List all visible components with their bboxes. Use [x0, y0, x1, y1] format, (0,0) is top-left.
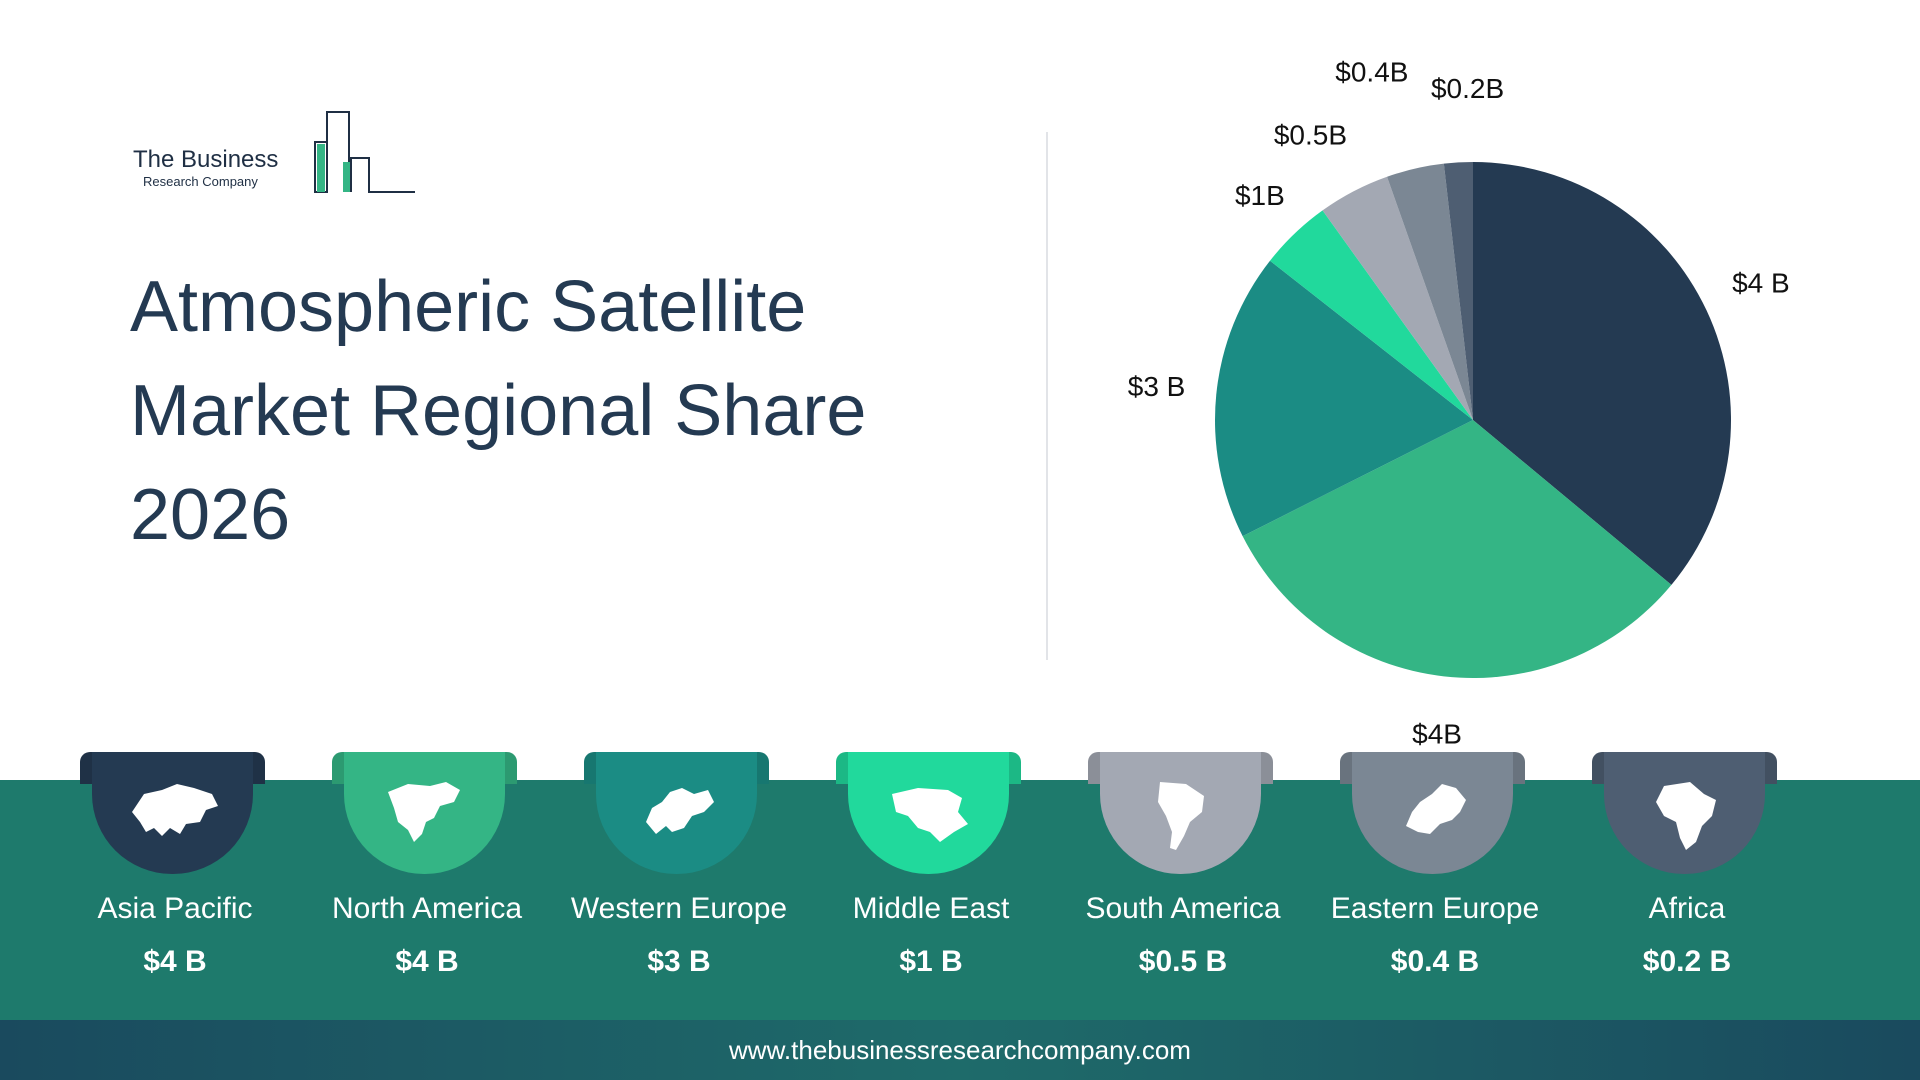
- region-card: North America $4 B: [307, 752, 547, 1002]
- region-value: $0.4 B: [1390, 945, 1480, 978]
- title-line-3: 2026: [130, 475, 291, 555]
- logo-text-line2: Research Company: [143, 174, 258, 189]
- middle-east-map-icon: [892, 788, 968, 842]
- region-value: $4 B: [395, 945, 459, 978]
- region-card: Western Europe $3 B: [559, 752, 799, 1002]
- pie-slice-label: $4B: [1412, 718, 1462, 749]
- pie-slice-label: $4 B: [1732, 267, 1790, 298]
- region-card: Middle East $1 B: [811, 752, 1051, 1002]
- region-value: $4 B: [143, 945, 207, 978]
- region-value: $0.5 B: [1138, 945, 1228, 978]
- pie-slice: [1473, 162, 1731, 585]
- region-value: $1 B: [899, 945, 963, 978]
- region-value: $0.2 B: [1642, 945, 1732, 978]
- africa-map-icon: [1656, 782, 1716, 850]
- page-title: Atmospheric Satellite Market Regional Sh…: [130, 255, 950, 567]
- region-card: Eastern Europe $0.4 B: [1315, 752, 1555, 1002]
- western-europe-map-icon: [646, 788, 714, 834]
- pie-slice: [1443, 162, 1473, 420]
- pie-slice: [1269, 210, 1473, 420]
- logo-text-line1: The Business: [133, 146, 279, 173]
- region-name: Africa: [1648, 892, 1726, 925]
- title-line-1: Atmospheric Satellite: [130, 267, 807, 347]
- pie-slice-label: $1B: [1235, 180, 1285, 211]
- pie-slice: [1387, 163, 1473, 420]
- north-america-map-icon: [388, 782, 460, 842]
- pie-slice: [1215, 260, 1473, 537]
- company-logo: The Business Research Company: [133, 108, 423, 198]
- title-line-2: Market Regional Share: [130, 371, 867, 451]
- region-name: Eastern Europe: [1330, 892, 1540, 925]
- region-name: Asia Pacific: [97, 892, 253, 925]
- asia-map-icon: [132, 784, 218, 836]
- pie-slice: [1322, 176, 1473, 420]
- pie-slice-label: $0.4B: [1335, 60, 1408, 87]
- website-link[interactable]: www.thebusinessresearchcompany.com: [729, 1035, 1191, 1065]
- region-name: North America: [331, 892, 523, 925]
- region-value: $3 B: [647, 945, 711, 978]
- region-card: Africa $0.2 B: [1567, 752, 1807, 1002]
- pie-slice-label: $0.2B: [1431, 73, 1504, 104]
- pie-chart: $4 B $4B $3 B $1B $0.5B $0.4B $0.2B: [1128, 60, 1790, 749]
- pie-slice: [1242, 420, 1672, 678]
- region-card: South America $0.5 B: [1063, 752, 1303, 1002]
- pie-slice-label: $0.5B: [1274, 119, 1347, 150]
- pie-slice-label: $3 B: [1128, 371, 1186, 402]
- region-card: Asia Pacific $4 B: [55, 752, 295, 1002]
- region-name: South America: [1085, 892, 1281, 925]
- eastern-europe-map-icon: [1406, 784, 1466, 834]
- region-name: Western Europe: [570, 892, 788, 925]
- region-name: Middle East: [852, 892, 1010, 925]
- vertical-divider: [1046, 132, 1048, 660]
- logo-buildings-icon: [314, 111, 415, 193]
- website-footer: www.thebusinessresearchcompany.com: [0, 1020, 1920, 1080]
- south-america-map-icon: [1158, 782, 1204, 850]
